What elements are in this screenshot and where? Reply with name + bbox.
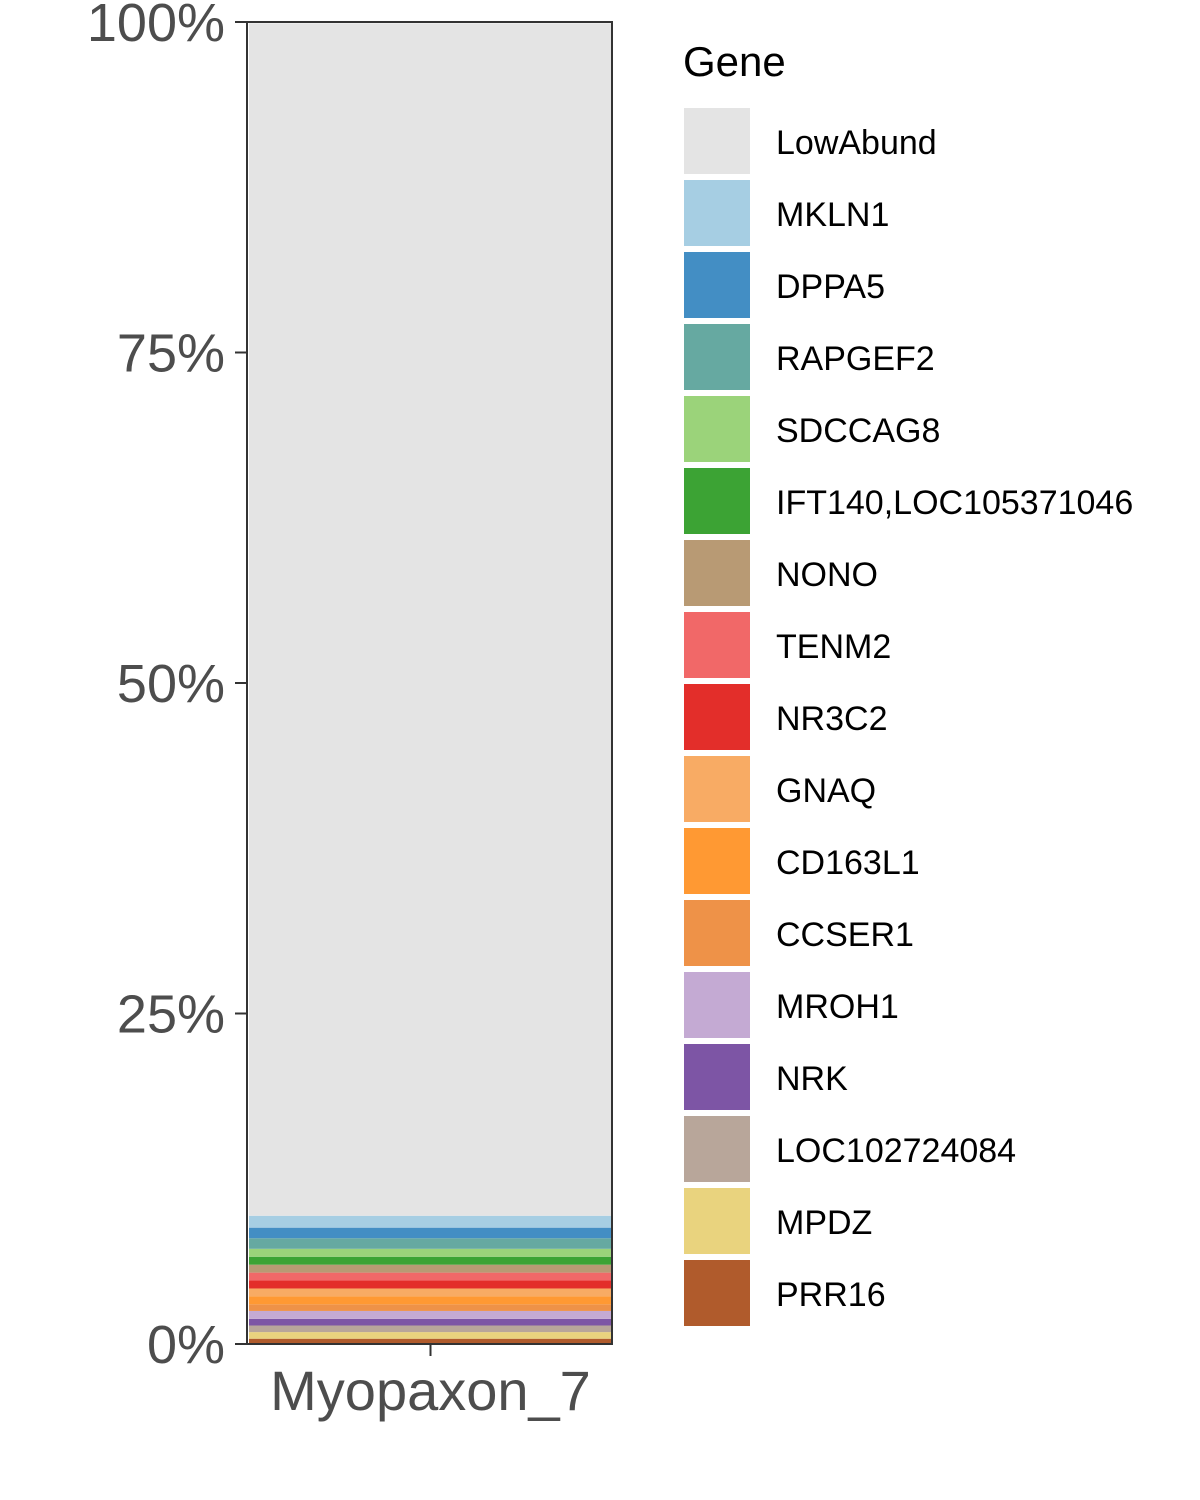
legend-swatch-nr3c2	[684, 684, 750, 750]
legend-swatch-mpdz	[684, 1188, 750, 1254]
legend-swatch-mkln1	[684, 180, 750, 246]
legend-swatch-cd163l1	[684, 828, 750, 894]
legend-swatch-prr16	[684, 1260, 750, 1326]
legend-label-prr16: PRR16	[776, 1276, 886, 1314]
legend-label-lowabund: LowAbund	[776, 124, 937, 162]
bar-segment-sdccag8	[249, 1248, 611, 1257]
legend-swatch-ccser1	[684, 900, 750, 966]
bar-segment-nr3c2	[249, 1280, 611, 1289]
legend-label-nrk: NRK	[776, 1060, 848, 1098]
bar-segment-mkln1	[249, 1215, 611, 1228]
legend-swatch-dppa5	[684, 252, 750, 318]
legend-swatch-loc102724084	[684, 1116, 750, 1182]
bar-segment-mpdz	[249, 1332, 611, 1339]
bar-segment-mroh1	[249, 1310, 611, 1319]
legend-label-cd163l1: CD163L1	[776, 844, 920, 882]
legend-label-sdccag8: SDCCAG8	[776, 412, 940, 450]
legend-swatch-nrk	[684, 1044, 750, 1110]
legend-swatch-gnaq	[684, 756, 750, 822]
legend-swatch-lowabund	[684, 108, 750, 174]
y-tick-label: 75%	[117, 324, 225, 384]
legend-title: Gene	[683, 38, 786, 85]
legend-swatch-nono	[684, 540, 750, 606]
y-tick-label: 50%	[117, 654, 225, 714]
bar-segment-rapgef2	[249, 1238, 611, 1249]
legend-swatch-mroh1	[684, 972, 750, 1038]
legend-label-gnaq: GNAQ	[776, 772, 876, 810]
legend-label-nr3c2: NR3C2	[776, 700, 887, 738]
bar-segment-loc102724084	[249, 1325, 611, 1333]
legend-swatch-tenm2	[684, 612, 750, 678]
bar-segment-lowabund	[249, 23, 611, 1216]
y-tick-label: 100%	[87, 0, 225, 53]
legend-items: LowAbund MKLN1 DPPA5 RAPGEF2 SDCCAG8 IFT140,L…	[684, 108, 1133, 1326]
legend-label-mroh1: MROH1	[776, 988, 899, 1026]
x-axis-ticks: Myopaxon_7	[270, 1344, 591, 1422]
y-tick-label: 25%	[117, 985, 225, 1045]
bar-segment-ift140-loc105371046	[249, 1256, 611, 1265]
legend: Gene LowAbund MKLN1 DPPA5 RAPGEF2 SDCCAG8 IFT…	[683, 38, 1133, 1326]
x-tick-label: Myopaxon_7	[270, 1359, 591, 1422]
legend-swatch-sdccag8	[684, 396, 750, 462]
legend-swatch-ift140-loc105371046	[684, 468, 750, 534]
bar-segment-prr16	[249, 1338, 611, 1344]
legend-label-tenm2: TENM2	[776, 628, 891, 666]
y-tick-label: 0%	[147, 1315, 225, 1375]
legend-label-loc102724084: LOC102724084	[776, 1132, 1016, 1170]
legend-label-ccser1: CCSER1	[776, 916, 914, 954]
legend-label-nono: NONO	[776, 556, 878, 594]
bar-segment-nono	[249, 1264, 611, 1273]
bar-segment-ccser1	[249, 1304, 611, 1311]
y-axis-ticks: 0% 25% 50% 75% 100%	[87, 0, 247, 1375]
bar-segment-dppa5	[249, 1227, 611, 1239]
bar-segments	[249, 23, 611, 1344]
legend-label-rapgef2: RAPGEF2	[776, 340, 935, 378]
bar-segment-cd163l1	[249, 1296, 611, 1305]
bar-segment-nrk	[249, 1318, 611, 1326]
legend-label-mkln1: MKLN1	[776, 196, 889, 234]
bar-segment-gnaq	[249, 1288, 611, 1297]
legend-label-ift140-loc105371046: IFT140,LOC105371046	[776, 484, 1133, 522]
bar-segment-tenm2	[249, 1272, 611, 1281]
legend-swatch-rapgef2	[684, 324, 750, 390]
legend-label-mpdz: MPDZ	[776, 1204, 872, 1242]
legend-label-dppa5: DPPA5	[776, 268, 885, 306]
